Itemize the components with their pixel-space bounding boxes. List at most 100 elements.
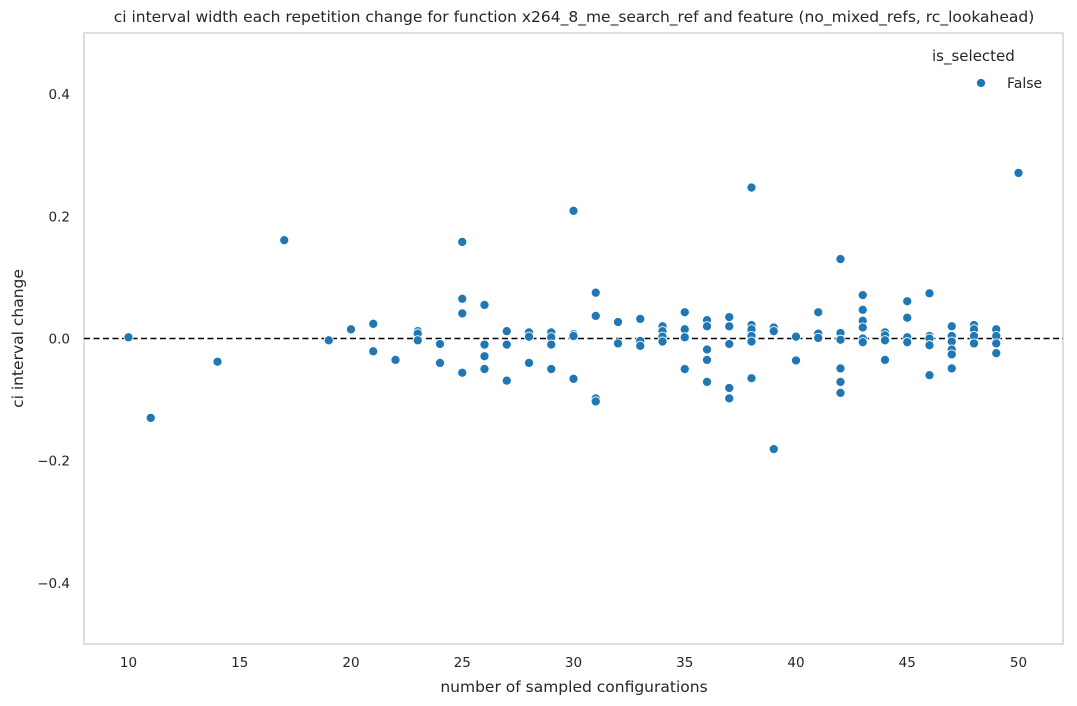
data-point [612, 338, 624, 349]
data-point [457, 293, 468, 304]
data-point [457, 308, 468, 319]
data-point [568, 205, 579, 216]
data-point [857, 322, 868, 333]
data-point [946, 321, 957, 332]
x-tick-label: 50 [1010, 655, 1027, 671]
data-point [768, 444, 779, 455]
x-tick-label: 40 [787, 655, 804, 671]
data-point [479, 363, 490, 375]
data-point [501, 375, 512, 386]
data-point [902, 296, 913, 307]
data-point [212, 356, 223, 367]
data-point [679, 363, 690, 375]
data-point [279, 235, 290, 246]
data-point [479, 299, 490, 310]
data-point [434, 338, 446, 350]
data-point [724, 393, 735, 404]
x-axis-label: number of sampled configurations [440, 678, 707, 696]
data-point [746, 182, 757, 193]
data-point [523, 357, 535, 368]
data-point [701, 354, 713, 365]
data-point [390, 354, 401, 365]
x-tick-label: 30 [565, 655, 582, 671]
data-point [479, 351, 490, 362]
data-point [457, 367, 468, 378]
data-point [946, 349, 957, 360]
chart-title: ci interval width each repetition change… [114, 8, 1035, 27]
x-axis-ticks: 10 15 20 25 30 35 40 45 50 [120, 655, 1027, 671]
data-point [635, 313, 646, 324]
data-point [546, 363, 557, 375]
data-point [991, 338, 1002, 349]
data-point [946, 363, 957, 374]
data-point [902, 337, 913, 348]
data-point [501, 326, 512, 337]
data-point [701, 344, 713, 355]
data-point [479, 339, 490, 350]
data-point [768, 326, 779, 337]
data-point [457, 236, 468, 248]
data-point [679, 307, 690, 318]
data-point [701, 376, 713, 387]
y-axis-ticks: −0.4 −0.2 0.0 0.2 0.4 [37, 87, 70, 592]
data-point [568, 331, 579, 342]
data-point [1013, 167, 1024, 178]
data-point [590, 396, 601, 407]
data-point [790, 331, 802, 342]
data-point [924, 370, 935, 381]
data-point [857, 304, 868, 315]
data-point [835, 363, 846, 374]
x-tick-label: 45 [899, 655, 916, 671]
data-point [991, 348, 1002, 359]
data-point [879, 354, 891, 365]
data-point [546, 339, 557, 350]
legend-title: is_selected [932, 47, 1015, 66]
data-point [323, 335, 334, 346]
legend: is_selected False [932, 47, 1042, 92]
x-tick-label: 10 [120, 655, 137, 671]
data-point [679, 332, 690, 343]
data-point [501, 339, 512, 350]
data-point [612, 316, 624, 328]
data-point [857, 337, 868, 348]
data-point [857, 290, 868, 301]
legend-label-false: False [1007, 76, 1042, 92]
data-point [368, 318, 379, 329]
data-point [657, 336, 668, 347]
data-point [835, 334, 846, 345]
data-point [924, 340, 935, 351]
x-tick-label: 25 [454, 655, 471, 671]
y-tick-label: 0.0 [49, 332, 70, 348]
data-point [701, 321, 713, 332]
data-point [746, 336, 757, 347]
data-point [368, 346, 379, 357]
x-tick-label: 20 [342, 655, 359, 671]
data-point [635, 340, 646, 351]
data-point [724, 312, 735, 323]
data-point [835, 254, 846, 265]
data-points [123, 167, 1024, 455]
y-axis-label: ci interval change [9, 269, 27, 408]
data-point [835, 387, 846, 398]
data-point [924, 288, 935, 299]
data-point [345, 324, 357, 335]
x-tick-label: 35 [676, 655, 693, 671]
data-point [902, 312, 913, 323]
y-tick-label: −0.4 [37, 576, 70, 592]
data-point [813, 332, 824, 343]
data-point [790, 355, 802, 366]
data-point [434, 357, 446, 368]
data-point [724, 338, 735, 350]
data-point [568, 373, 579, 384]
legend-marker [975, 77, 987, 89]
data-point [145, 412, 156, 423]
y-tick-label: 0.2 [49, 209, 70, 225]
data-point [590, 310, 601, 321]
data-point [724, 382, 735, 394]
data-point [879, 335, 891, 346]
data-point [813, 307, 824, 318]
data-point [835, 376, 846, 387]
y-tick-label: 0.4 [49, 87, 70, 103]
data-point [523, 331, 535, 342]
